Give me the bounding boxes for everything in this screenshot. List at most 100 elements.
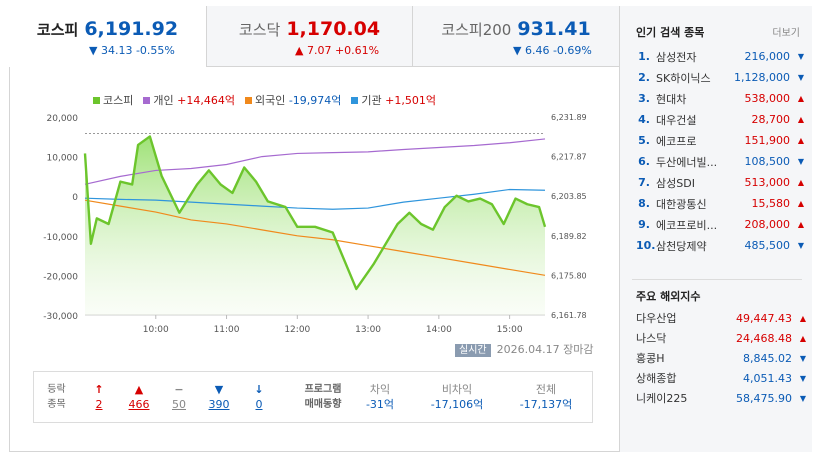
y-right-tick-label: 6,231.89 bbox=[551, 113, 587, 122]
down-arrow-icon: ▼ bbox=[799, 373, 806, 383]
legend-item-individual[interactable]: 개인 +14,464억 bbox=[143, 92, 235, 108]
global-index-value: 8,845.02 bbox=[743, 351, 792, 365]
global-index-value: 4,051.43 bbox=[743, 371, 792, 385]
legend-label: 코스피 bbox=[103, 94, 134, 107]
lower-limit-icon: ↓ bbox=[254, 383, 264, 396]
x-tick-label: 12:00 bbox=[284, 325, 310, 335]
up-arrow-icon: ▲ bbox=[797, 199, 804, 208]
breadth-flat-link[interactable]: 50 bbox=[172, 398, 186, 411]
popular-price: 538,000 bbox=[744, 92, 791, 105]
global-index-list: 다우산업 49,447.43 ▲ 나스닥 24,468.48 ▲ 홍콩H 8,845.02 ▼ 상… bbox=[636, 308, 806, 408]
tab-kospi-value: 6,191.92 bbox=[84, 18, 179, 40]
legend-value: +14,464억 bbox=[177, 94, 235, 107]
tab-kosdaq-name: 코스닥 bbox=[238, 21, 281, 39]
legend-label: 기관 bbox=[361, 94, 382, 107]
market-breadth: 등락 종목 ↑ 2 ▲ 466 −50 ▼ 390 ↓ 0 프로그램 매매동향 차익 -31억… bbox=[33, 371, 593, 423]
down-arrow-icon: ▼ bbox=[799, 393, 806, 403]
popular-item[interactable]: 7. 삼성SDI 513,000 ▲ bbox=[636, 172, 806, 193]
y-left-tick-label: -30,000 bbox=[43, 312, 78, 322]
program-total: 전체 -17,137억 bbox=[503, 382, 589, 412]
global-index-item[interactable]: 홍콩H 8,845.02 ▼ bbox=[636, 348, 806, 368]
legend-item-kospi[interactable]: 코스피 bbox=[93, 92, 133, 108]
popular-item[interactable]: 3. 현대차 538,000 ▲ bbox=[636, 88, 806, 109]
popular-price: 108,500 bbox=[744, 155, 791, 168]
breadth-fall: ▼ 390 bbox=[199, 382, 239, 412]
tab-kosdaq-value: 1,170.04 bbox=[286, 18, 381, 40]
down-arrow-icon: ▼ bbox=[799, 353, 806, 363]
global-index-name: 니케이225 bbox=[636, 392, 688, 405]
popular-item[interactable]: 8. 대한광통신 15,580 ▲ bbox=[636, 193, 806, 214]
legend-swatch bbox=[351, 97, 359, 104]
breadth-rise-link[interactable]: 466 bbox=[128, 398, 150, 411]
individual-line bbox=[84, 138, 546, 185]
global-title: 주요 해외지수 bbox=[636, 290, 701, 303]
more-link[interactable]: 더보기 bbox=[772, 28, 800, 39]
popular-price: 28,700 bbox=[751, 113, 791, 126]
popular-rank: 1. bbox=[638, 50, 650, 63]
popular-item[interactable]: 1. 삼성전자 216,000 ▼ bbox=[636, 46, 806, 67]
legend-swatch bbox=[93, 97, 100, 104]
tab-kospi-name: 코스피 bbox=[36, 21, 79, 39]
breadth-upper-limit-link[interactable]: 2 bbox=[95, 398, 103, 411]
tab-kospi[interactable]: 코스피 6,191.92 ▼ 34.13 -0.55% bbox=[9, 6, 207, 67]
chart-legend: 코스피 개인 +14,464억 외국인 -19,974억 기관 +1,501억 bbox=[93, 92, 436, 108]
divider bbox=[632, 279, 802, 280]
up-arrow-icon: ▲ bbox=[799, 313, 806, 323]
legend-item-institution[interactable]: 기관 +1,501억 bbox=[351, 92, 436, 108]
up-arrow-icon: ▲ bbox=[797, 94, 804, 103]
breadth-flat: − 50 bbox=[159, 382, 199, 412]
global-index-item[interactable]: 나스닥 24,468.48 ▲ bbox=[636, 328, 806, 348]
popular-name: 삼천당제약 bbox=[656, 239, 707, 253]
global-index-value: 24,468.48 bbox=[736, 331, 792, 345]
global-index-item[interactable]: 니케이225 58,475.90 ▼ bbox=[636, 388, 806, 408]
tab-kosdaq-change: ▲ 7.07 +0.61% bbox=[295, 44, 380, 57]
popular-name: 대우건설 bbox=[656, 113, 697, 127]
global-index-value: 49,447.43 bbox=[736, 311, 792, 325]
popular-item[interactable]: 4. 대우건설 28,700 ▲ bbox=[636, 109, 806, 130]
popular-item[interactable]: 6. 두산에너빌... 108,500 ▼ bbox=[636, 151, 806, 172]
global-index-item[interactable]: 다우산업 49,447.43 ▲ bbox=[636, 308, 806, 328]
up-arrow-icon: ▲ bbox=[799, 333, 806, 343]
breadth-fall-link[interactable]: 390 bbox=[208, 398, 230, 411]
popular-rank: 3. bbox=[638, 92, 650, 105]
y-right-tick-label: 6,217.87 bbox=[551, 153, 587, 162]
y-right-tick-label: 6,175.80 bbox=[551, 271, 587, 280]
x-tick-label: 14:00 bbox=[426, 325, 452, 335]
legend-item-foreign[interactable]: 외국인 -19,974억 bbox=[244, 92, 342, 108]
program-value: -31억 bbox=[365, 398, 395, 411]
global-index-name: 상해종합 bbox=[636, 372, 677, 385]
institution-line bbox=[84, 188, 546, 210]
popular-item[interactable]: 5. 에코프로 151,900 ▲ bbox=[636, 130, 806, 151]
popular-rank: 8. bbox=[638, 197, 650, 210]
popular-item[interactable]: 10. 삼천당제약 485,500 ▼ bbox=[636, 235, 806, 256]
popular-rank: 7. bbox=[638, 176, 650, 189]
popular-price: 208,000 bbox=[744, 218, 791, 231]
breadth-label: 등락 종목 bbox=[34, 382, 79, 412]
upper-limit-icon: ↑ bbox=[94, 383, 104, 396]
tab-kospi-change: ▼ 34.13 -0.55% bbox=[89, 44, 175, 57]
popular-price: 151,900 bbox=[744, 134, 791, 147]
y-left-tick-label: 10,000 bbox=[47, 154, 79, 164]
popular-item[interactable]: 2. SK하이닉스 1,128,000 ▼ bbox=[636, 67, 806, 88]
flat-icon: − bbox=[174, 383, 184, 396]
global-index-name: 다우산업 bbox=[636, 312, 677, 325]
program-value: -17,106억 bbox=[430, 398, 484, 411]
breadth-label-top: 등락 bbox=[47, 384, 66, 395]
down-arrow-icon: ▼ bbox=[797, 52, 804, 61]
popular-price: 1,128,000 bbox=[734, 71, 790, 84]
legend-label: 외국인 bbox=[254, 94, 286, 107]
index-tabs: 코스피 6,191.92 ▼ 34.13 -0.55% 코스닥 1,170.04… bbox=[9, 6, 619, 67]
y-left-tick-label: 20,000 bbox=[47, 114, 79, 124]
breadth-lower-limit-link[interactable]: 0 bbox=[255, 398, 263, 411]
popular-rank: 5. bbox=[638, 134, 650, 147]
y-left-tick-label: -10,000 bbox=[43, 233, 78, 243]
legend-value: -19,974억 bbox=[288, 94, 342, 107]
tab-kospi200[interactable]: 코스피200 931.41 ▼ 6.46 -0.69% bbox=[413, 6, 619, 67]
tab-kosdaq[interactable]: 코스닥 1,170.04 ▲ 7.07 +0.61% bbox=[207, 6, 413, 67]
intraday-chart[interactable]: 20,000 10,000 0 -10,000 -20,000 -30,000 6,231.… bbox=[10, 108, 610, 340]
popular-item[interactable]: 9. 에코프로비... 208,000 ▲ bbox=[636, 214, 806, 235]
breadth-lower-limit: ↓ 0 bbox=[239, 382, 279, 412]
global-index-item[interactable]: 상해종합 4,051.43 ▼ bbox=[636, 368, 806, 388]
y-left-tick-label: 0 bbox=[72, 193, 78, 203]
popular-price: 216,000 bbox=[744, 50, 791, 63]
